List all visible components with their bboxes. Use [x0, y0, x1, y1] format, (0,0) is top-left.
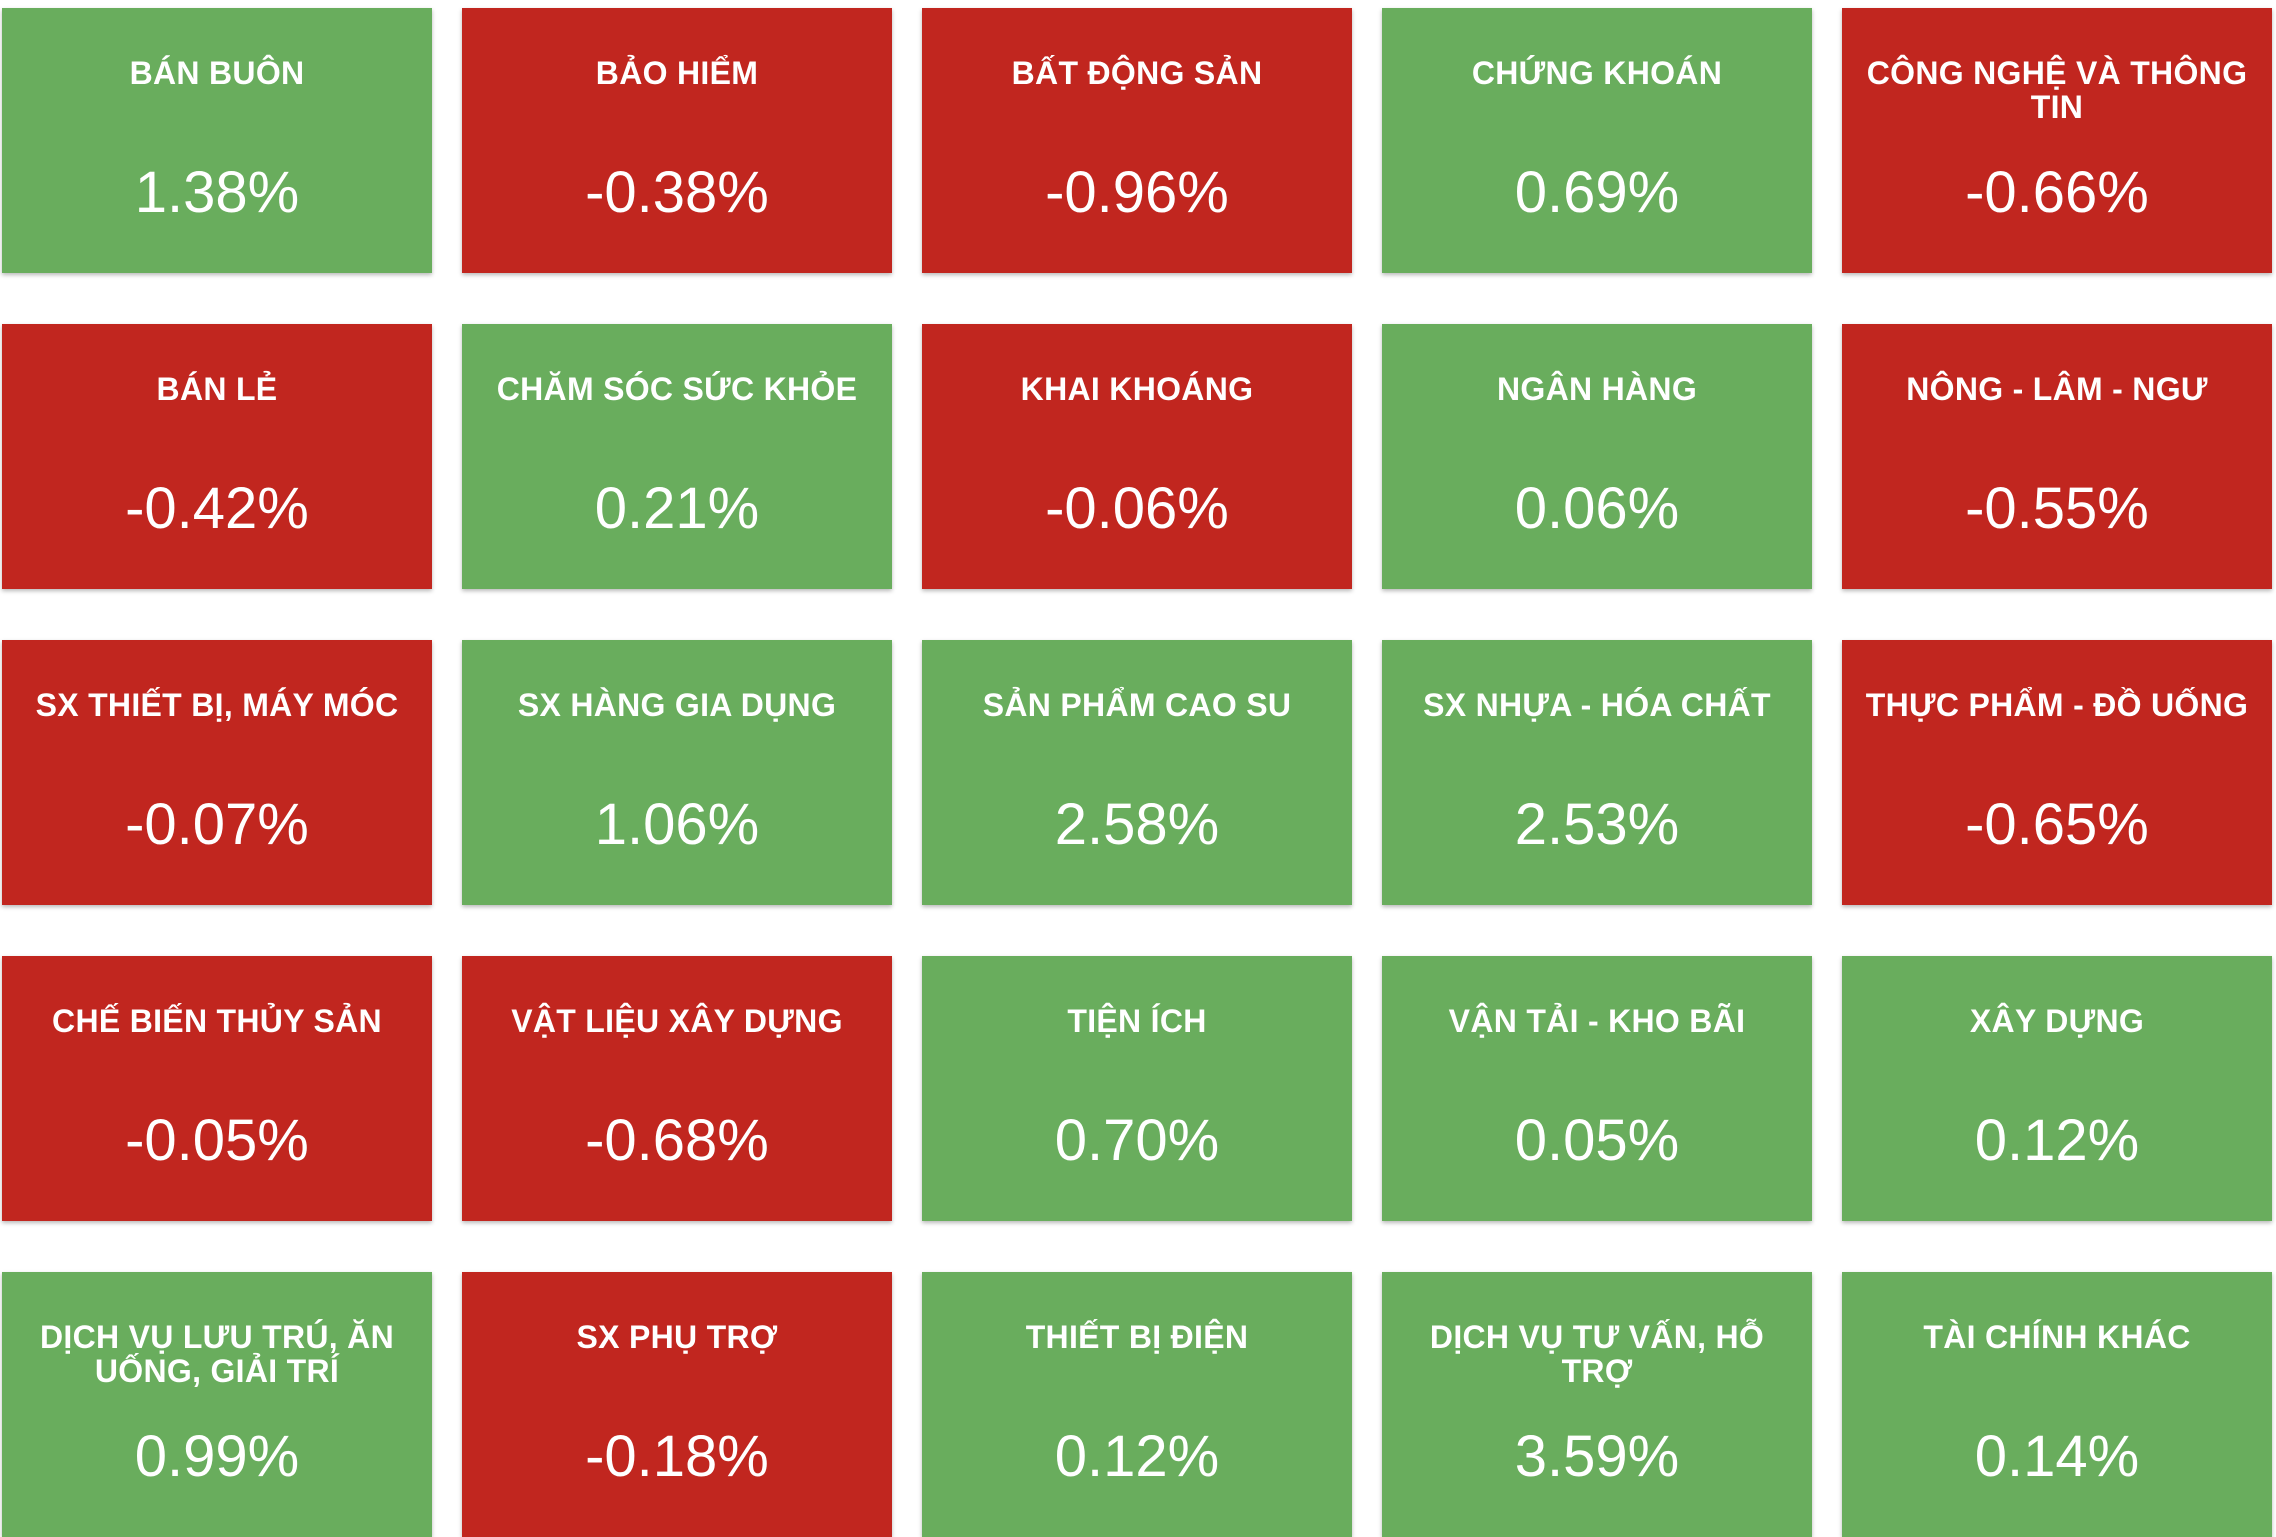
sector-name: VẬN TẢI - KHO BÃI [1390, 1004, 1804, 1038]
sector-name: VẬT LIỆU XÂY DỰNG [470, 1004, 884, 1038]
sector-change-value: -0.96% [922, 160, 1352, 226]
sector-name: XÂY DỰNG [1850, 1004, 2264, 1038]
sector-tile[interactable]: DỊCH VỤ LƯU TRÚ, ĂN UỐNG, GIẢI TRÍ 0.99% [2, 1272, 432, 1537]
sector-name: DỊCH VỤ TƯ VẤN, HỖ TRỢ [1390, 1320, 1804, 1388]
sector-tile[interactable]: BẤT ĐỘNG SẢN -0.96% [922, 8, 1352, 273]
sector-change-value: -0.68% [462, 1108, 892, 1174]
sector-change-value: -0.42% [2, 476, 432, 542]
sector-name: KHAI KHOÁNG [930, 372, 1344, 406]
sector-tile[interactable]: THIẾT BỊ ĐIỆN 0.12% [922, 1272, 1352, 1537]
sector-tile[interactable]: SX PHỤ TRỢ -0.18% [462, 1272, 892, 1537]
sector-change-value: -0.07% [2, 792, 432, 858]
sector-name: BẢO HIỂM [470, 56, 884, 90]
sector-name: SX NHỰA - HÓA CHẤT [1390, 688, 1804, 722]
sector-tile[interactable]: DỊCH VỤ TƯ VẤN, HỖ TRỢ 3.59% [1382, 1272, 1812, 1537]
sector-name: SX PHỤ TRỢ [470, 1320, 884, 1354]
sector-change-value: 0.14% [1842, 1424, 2272, 1490]
sector-name: BÁN BUÔN [10, 56, 424, 90]
sector-name: TIỆN ÍCH [930, 1004, 1344, 1038]
sector-tile[interactable]: CHĂM SÓC SỨC KHỎE 0.21% [462, 324, 892, 589]
sector-tile[interactable]: CHỨNG KHOÁN 0.69% [1382, 8, 1812, 273]
sector-name: SX THIẾT BỊ, MÁY MÓC [10, 688, 424, 722]
sector-tile[interactable]: NGÂN HÀNG 0.06% [1382, 324, 1812, 589]
sector-tile[interactable]: SX THIẾT BỊ, MÁY MÓC -0.07% [2, 640, 432, 905]
sector-name: CHĂM SÓC SỨC KHỎE [470, 372, 884, 406]
sector-change-value: -0.18% [462, 1424, 892, 1490]
sector-change-value: -0.55% [1842, 476, 2272, 542]
sector-change-value: -0.38% [462, 160, 892, 226]
sector-name: THIẾT BỊ ĐIỆN [930, 1320, 1344, 1354]
sector-change-value: 0.21% [462, 476, 892, 542]
sector-name: SX HÀNG GIA DỤNG [470, 688, 884, 722]
sector-change-value: 0.70% [922, 1108, 1352, 1174]
sector-change-value: 2.58% [922, 792, 1352, 858]
sector-change-value: -0.05% [2, 1108, 432, 1174]
sector-name: BẤT ĐỘNG SẢN [930, 56, 1344, 90]
sector-tile[interactable]: BÁN LẺ -0.42% [2, 324, 432, 589]
sector-change-value: 0.99% [2, 1424, 432, 1490]
sector-tile[interactable]: BÁN BUÔN 1.38% [2, 8, 432, 273]
sector-change-value: 0.06% [1382, 476, 1812, 542]
sector-name: CHẾ BIẾN THỦY SẢN [10, 1004, 424, 1038]
sector-change-value: 0.12% [922, 1424, 1352, 1490]
sector-tile[interactable]: XÂY DỰNG 0.12% [1842, 956, 2272, 1221]
sector-tile[interactable]: TIỆN ÍCH 0.70% [922, 956, 1352, 1221]
sector-tile[interactable]: KHAI KHOÁNG -0.06% [922, 324, 1352, 589]
sector-name: BÁN LẺ [10, 372, 424, 406]
sector-tile[interactable]: SX NHỰA - HÓA CHẤT 2.53% [1382, 640, 1812, 905]
sector-name: DỊCH VỤ LƯU TRÚ, ĂN UỐNG, GIẢI TRÍ [10, 1320, 424, 1388]
sector-name: TÀI CHÍNH KHÁC [1850, 1320, 2264, 1354]
sector-name: THỰC PHẨM - ĐỒ UỐNG [1850, 688, 2264, 722]
sector-change-value: 0.12% [1842, 1108, 2272, 1174]
sector-tile[interactable]: TÀI CHÍNH KHÁC 0.14% [1842, 1272, 2272, 1537]
sector-change-value: 0.05% [1382, 1108, 1812, 1174]
sector-tile[interactable]: NÔNG - LÂM - NGƯ -0.55% [1842, 324, 2272, 589]
sector-tile[interactable]: CÔNG NGHỆ VÀ THÔNG TIN -0.66% [1842, 8, 2272, 273]
sector-tile[interactable]: SX HÀNG GIA DỤNG 1.06% [462, 640, 892, 905]
sector-change-value: -0.66% [1842, 160, 2272, 226]
sector-name: CÔNG NGHỆ VÀ THÔNG TIN [1850, 56, 2264, 124]
sector-change-value: 3.59% [1382, 1424, 1812, 1490]
sector-change-value: -0.65% [1842, 792, 2272, 858]
sector-tile[interactable]: BẢO HIỂM -0.38% [462, 8, 892, 273]
sector-tile[interactable]: THỰC PHẨM - ĐỒ UỐNG -0.65% [1842, 640, 2272, 905]
sector-tile[interactable]: VẬN TẢI - KHO BÃI 0.05% [1382, 956, 1812, 1221]
sector-change-value: -0.06% [922, 476, 1352, 542]
sector-change-value: 1.38% [2, 160, 432, 226]
sector-name: NGÂN HÀNG [1390, 372, 1804, 406]
sector-change-value: 1.06% [462, 792, 892, 858]
sector-name: CHỨNG KHOÁN [1390, 56, 1804, 90]
sector-name: NÔNG - LÂM - NGƯ [1850, 372, 2264, 406]
sector-tile[interactable]: SẢN PHẨM CAO SU 2.58% [922, 640, 1352, 905]
sector-change-value: 2.53% [1382, 792, 1812, 858]
sector-name: SẢN PHẨM CAO SU [930, 688, 1344, 722]
sector-tile[interactable]: VẬT LIỆU XÂY DỰNG -0.68% [462, 956, 892, 1221]
sector-tile[interactable]: CHẾ BIẾN THỦY SẢN -0.05% [2, 956, 432, 1221]
sector-change-value: 0.69% [1382, 160, 1812, 226]
